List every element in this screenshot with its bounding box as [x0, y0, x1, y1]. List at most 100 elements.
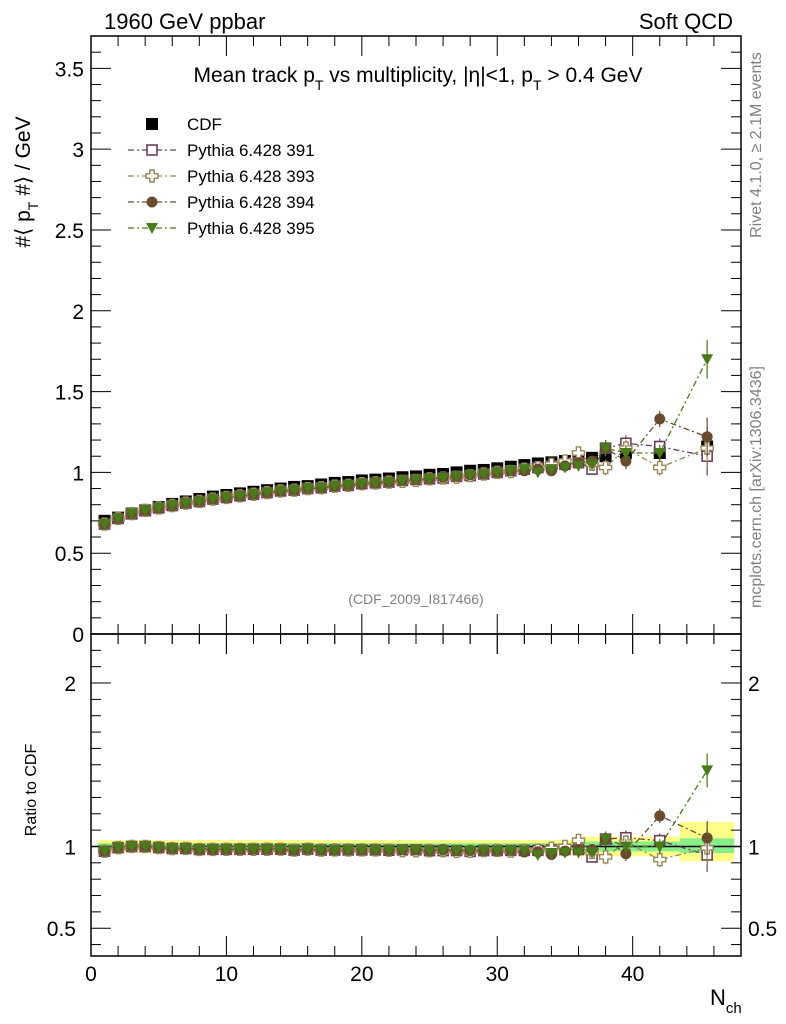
data-point: [450, 471, 463, 483]
ratio-point: [464, 845, 477, 857]
ratio-point: [98, 846, 111, 858]
data-point: [410, 474, 422, 486]
legend: CDF Pythia 6.428 391 Pythia 6.428 393 Pythi…: [128, 115, 315, 238]
analysis-tag: (CDF_2009_I817466): [348, 591, 483, 607]
legend-marker: [146, 118, 158, 130]
ratio-point: [531, 850, 544, 862]
ratio-point: [261, 844, 274, 856]
main-y-tick-label: 0: [72, 624, 84, 647]
ratio-y-tick-label-left: 0.5: [47, 918, 76, 941]
ratio-point: [315, 845, 328, 857]
ratio-point: [491, 845, 504, 857]
data-point: [382, 477, 395, 489]
legend-marker: [146, 144, 158, 156]
ratio-point: [504, 845, 517, 857]
data-point: [206, 494, 219, 506]
data-point: [315, 482, 328, 494]
data-point: [288, 485, 301, 497]
ratio-point: [355, 844, 368, 856]
ratio-point: [423, 845, 436, 857]
ratio-point: [653, 852, 667, 867]
ratio-point: [701, 765, 714, 777]
mcplots-label: mcplots.cern.ch [arXiv:1306.3436]: [748, 366, 765, 608]
data-point: [342, 480, 355, 492]
ratio-point: [206, 844, 219, 856]
ratio-point: [558, 847, 571, 859]
ratio-point: [450, 845, 463, 857]
data-point: [701, 431, 713, 443]
legend-label: Pythia 6.428 394: [187, 193, 315, 212]
ratio-point: [653, 841, 666, 853]
ratio-point: [233, 844, 246, 856]
data-point: [369, 477, 382, 489]
x-axis-label: Nch: [710, 985, 742, 1017]
ratio-y-tick-label-right: 1: [748, 836, 760, 859]
main-y-tick-label: 3: [72, 139, 84, 162]
ratio-point: [288, 845, 301, 857]
main-y-tick-label: 0.5: [55, 543, 84, 566]
axis-ticks: 00.511.522.533.50.5 0.51 12 20 10 20 30 40: [47, 36, 777, 986]
data-point: [328, 481, 341, 493]
legend-marker: [146, 196, 158, 208]
ratio-point: [125, 841, 138, 853]
series-cdf: [98, 427, 714, 864]
legend-item: Pythia 6.428 391: [128, 141, 315, 160]
legend-item: Pythia 6.428 393: [128, 167, 315, 186]
ratio-point: [598, 850, 613, 864]
data-point: [98, 519, 111, 531]
ratio-point: [179, 843, 192, 855]
ratio-point: [599, 834, 612, 846]
series-pythia-6-428-393: [97, 428, 714, 867]
ratio-point: [572, 847, 585, 859]
data-point: [701, 354, 714, 366]
x-tick-label: 0: [85, 963, 97, 986]
data-point: [619, 447, 632, 459]
ratio-point: [193, 844, 206, 856]
ratio-point: [166, 843, 179, 855]
ratio-point: [396, 844, 409, 856]
data-point: [233, 490, 246, 502]
main-y-tick-label: 2.5: [55, 220, 84, 243]
ratio-point: [369, 844, 382, 856]
ratio-point: [382, 845, 395, 857]
ratio-point: [328, 844, 341, 856]
data-point: [653, 447, 666, 459]
legend-label: CDF: [187, 115, 222, 134]
data-point: [504, 465, 517, 477]
ratio-point: [619, 841, 632, 853]
main-y-tick-label: 3.5: [55, 58, 84, 81]
ratio-point: [654, 810, 666, 822]
data-point: [586, 459, 599, 471]
legend-item: Pythia 6.428 395: [128, 219, 315, 238]
data-series: [97, 339, 714, 872]
ratio-plot-frame: [90, 633, 742, 957]
legend-label: Pythia 6.428 393: [187, 167, 315, 186]
ratio-point: [586, 847, 599, 859]
beam-label: 1960 GeV ppbar: [104, 9, 265, 34]
ratio-point: [247, 844, 260, 856]
ratio-point: [112, 842, 125, 854]
data-point: [491, 467, 504, 479]
data-point: [531, 467, 544, 479]
data-point: [220, 492, 233, 504]
ratio-point: [220, 844, 233, 856]
ratio-point: [477, 845, 490, 857]
data-point: [139, 505, 152, 517]
ratio-point: [342, 844, 355, 856]
main-y-tick-label: 1.5: [55, 382, 84, 405]
data-point: [274, 485, 287, 497]
ratio-y-tick-label-left: 1: [64, 836, 76, 859]
data-point: [152, 502, 165, 514]
ratio-point: [518, 845, 531, 857]
x-tick-label: 40: [621, 963, 644, 986]
data-point: [653, 460, 667, 475]
data-point: [125, 508, 138, 520]
ratio-point: [410, 844, 422, 856]
data-point: [464, 469, 477, 481]
ratio-y-axis-label: Ratio to CDF: [23, 744, 40, 837]
data-point: [179, 498, 192, 510]
data-point: [599, 443, 612, 455]
data-point: [166, 500, 179, 512]
rivet-label: Rivet 4.1.0, ≥ 2.1M events: [748, 52, 765, 238]
ratio-point: [152, 842, 165, 854]
